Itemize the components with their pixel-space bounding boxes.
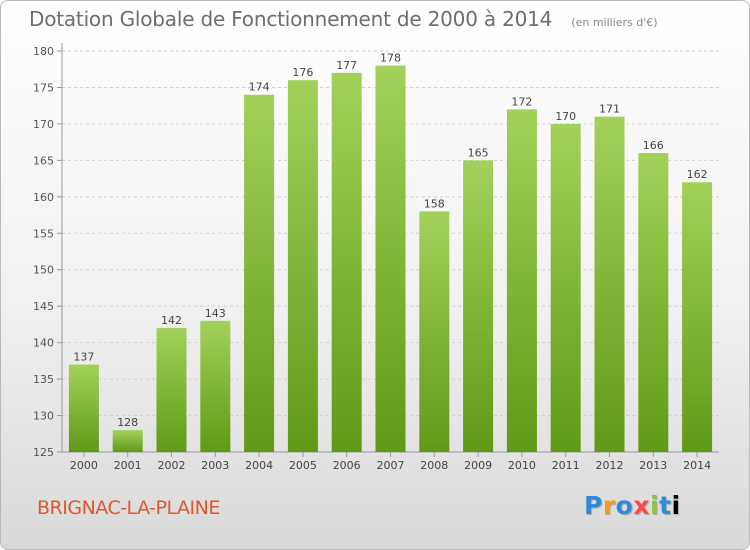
- bar: [594, 116, 625, 453]
- y-tick-label: 180: [33, 45, 54, 58]
- logo-letter: i: [650, 491, 660, 520]
- bar: [419, 211, 450, 452]
- x-tick-label: 2012: [596, 459, 624, 472]
- proxiti-logo[interactable]: Proxiti: [584, 491, 681, 520]
- x-tick-label: 2002: [158, 459, 186, 472]
- data-label: 166: [643, 139, 664, 152]
- data-label: 158: [424, 197, 445, 210]
- bar: [682, 182, 713, 452]
- chart-subtitle: (en milliers d'€): [571, 16, 658, 29]
- data-label: 171: [599, 103, 620, 116]
- y-tick-label: 150: [33, 264, 54, 277]
- x-tick-label: 2003: [201, 459, 229, 472]
- data-label: 170: [555, 110, 576, 123]
- title-row: Dotation Globale de Fonctionnement de 20…: [29, 7, 658, 31]
- labels: 125 130 135 140 145 150 155 160 165 170 175 180 137 2…: [33, 45, 711, 472]
- x-tick-label: 2014: [683, 459, 711, 472]
- y-tick-label: 145: [33, 300, 54, 313]
- y-tick-label: 140: [33, 337, 54, 350]
- y-tick-label: 170: [33, 118, 54, 131]
- x-tick-label: 2011: [552, 459, 580, 472]
- x-tick-label: 2000: [70, 459, 98, 472]
- data-label: 176: [292, 66, 313, 79]
- data-label: 165: [468, 146, 489, 159]
- bar: [375, 65, 406, 452]
- commune-name: BRIGNAC-LA-PLAINE: [37, 497, 220, 519]
- bars: [68, 65, 713, 453]
- x-tick-label: 2004: [245, 459, 273, 472]
- y-tick-label: 155: [33, 227, 54, 240]
- data-label: 174: [249, 81, 270, 94]
- y-tick-label: 125: [33, 446, 54, 459]
- data-label: 162: [687, 168, 708, 181]
- x-tick-label: 2007: [377, 459, 405, 472]
- bar: [68, 364, 99, 452]
- x-tick-label: 2009: [464, 459, 492, 472]
- data-label: 172: [511, 95, 532, 108]
- logo-letter: i: [671, 491, 681, 520]
- y-tick-label: 165: [33, 154, 54, 167]
- logo-letter: t: [659, 491, 672, 520]
- bar: [156, 328, 187, 452]
- x-tick-label: 2008: [420, 459, 448, 472]
- bar: [506, 109, 537, 452]
- logo-letter: r: [602, 491, 616, 520]
- data-label: 177: [336, 59, 357, 72]
- logo-letter: o: [615, 491, 634, 520]
- bar: [463, 160, 494, 452]
- bar: [244, 94, 275, 452]
- x-tick-label: 2006: [333, 459, 361, 472]
- data-label: 137: [73, 351, 94, 364]
- y-tick-label: 130: [33, 410, 54, 423]
- y-tick-label: 135: [33, 373, 54, 386]
- data-label: 143: [205, 307, 226, 320]
- y-tick-label: 160: [33, 191, 54, 204]
- x-tick-label: 2005: [289, 459, 317, 472]
- y-tick-label: 175: [33, 81, 54, 94]
- x-tick-label: 2001: [114, 459, 142, 472]
- data-label: 142: [161, 314, 182, 327]
- logo-letter: x: [633, 491, 650, 520]
- data-label: 128: [117, 416, 138, 429]
- bar: [550, 123, 581, 452]
- bar: [638, 153, 669, 452]
- bar: [200, 320, 231, 452]
- bar: [287, 80, 318, 452]
- bar: [331, 72, 362, 452]
- data-label: 178: [380, 52, 401, 65]
- logo-letter: P: [584, 491, 603, 520]
- x-tick-label: 2013: [639, 459, 667, 472]
- bar: [112, 430, 143, 452]
- x-tick-label: 2010: [508, 459, 536, 472]
- chart-title: Dotation Globale de Fonctionnement de 20…: [29, 7, 553, 31]
